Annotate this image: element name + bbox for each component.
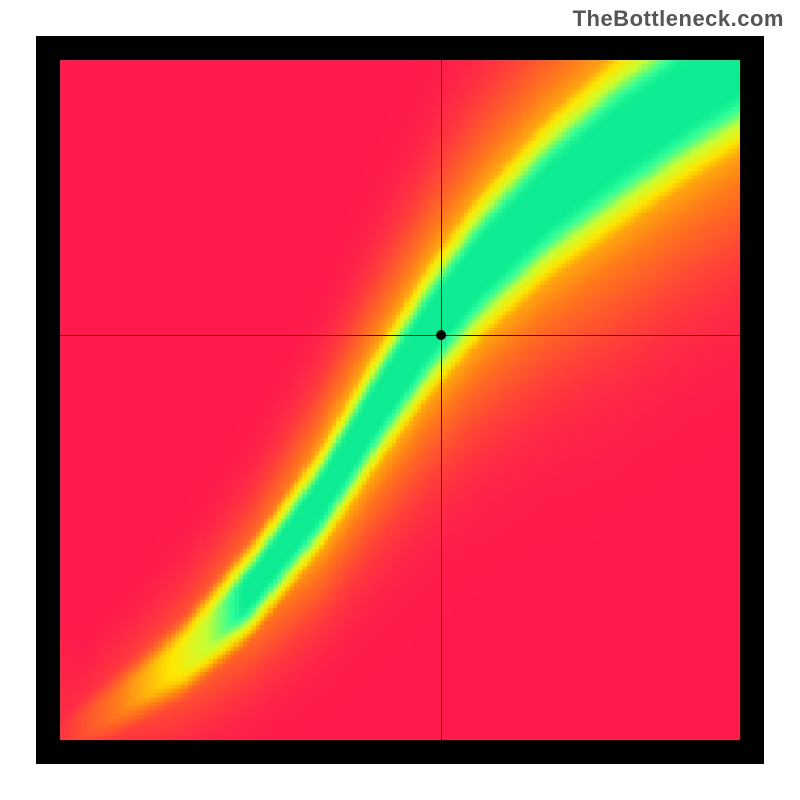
heatmap-canvas (60, 60, 740, 740)
outer-frame (36, 36, 764, 764)
crosshair-horizontal (60, 335, 740, 336)
watermark-text: TheBottleneck.com (573, 6, 784, 32)
crosshair-vertical (441, 60, 442, 740)
crosshair-marker (436, 330, 446, 340)
plot-area (60, 60, 740, 740)
